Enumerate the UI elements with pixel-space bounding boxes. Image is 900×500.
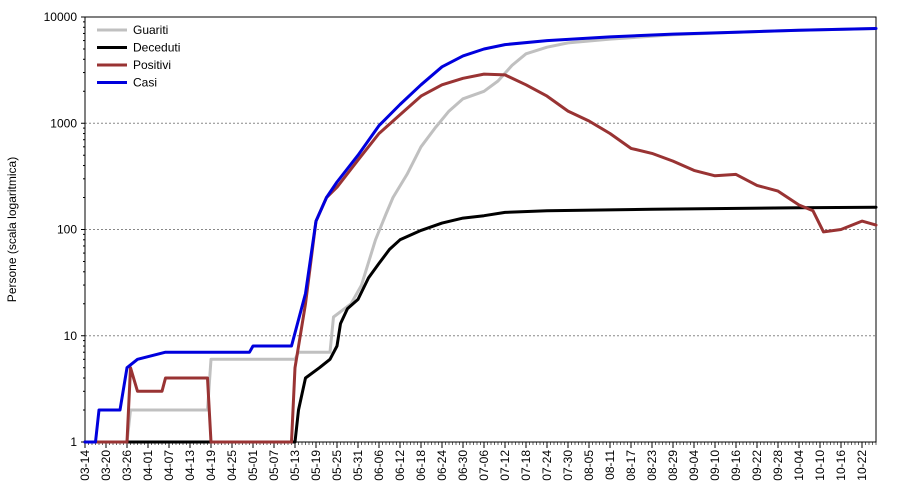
x-tick-label: 05-01 [246, 450, 260, 481]
x-tick-label: 04-01 [141, 450, 155, 481]
series-line-deceduti [83, 205, 878, 444]
x-tick-label: 09-28 [771, 450, 785, 481]
x-tick-label: 06-12 [393, 450, 407, 481]
x-tick-label: 04-13 [183, 450, 197, 481]
legend-label-deceduti: Deceduti [133, 41, 180, 55]
series-line-guariti [83, 27, 878, 444]
x-tick-label: 05-13 [288, 450, 302, 481]
x-tick-label: 06-06 [372, 450, 386, 481]
x-tick-label: 09-10 [708, 450, 722, 481]
x-tick-label: 07-12 [498, 450, 512, 481]
x-tick-label: 10-22 [855, 450, 869, 481]
x-tick-label: 04-07 [162, 450, 176, 481]
x-tick-label: 04-19 [204, 450, 218, 481]
legend-label-guariti: Guariti [133, 23, 168, 37]
x-tick-label: 04-25 [225, 450, 239, 481]
y-tick-label: 1 [70, 435, 77, 449]
x-tick-label: 08-05 [582, 450, 596, 481]
x-tick-label: 05-31 [351, 450, 365, 481]
series-line-casi [83, 27, 878, 444]
x-tick-label: 08-29 [666, 450, 680, 481]
x-tick-label: 10-04 [792, 450, 806, 481]
x-tick-label: 06-30 [456, 450, 470, 481]
legend-label-casi: Casi [133, 76, 157, 90]
y-tick-label: 1000 [50, 116, 77, 130]
series-line-positivi [83, 72, 878, 444]
x-tick-label: 05-19 [309, 450, 323, 481]
x-tick-label: 08-11 [603, 450, 617, 480]
y-tick-label: 10000 [44, 10, 78, 24]
legend-label-positivi: Positivi [133, 58, 171, 72]
x-tick-label: 07-18 [519, 450, 533, 481]
axes: 1 10 100 1000 10000 03-14 03-20 03-26 04-01 04-07… [44, 10, 877, 481]
x-tick-label: 07-24 [540, 450, 554, 481]
y-axis-title: Persone (scala logaritmica) [5, 157, 19, 302]
x-tick-label: 03-14 [78, 450, 92, 481]
x-tick-label: 08-23 [645, 450, 659, 481]
x-tick-label: 07-06 [477, 450, 491, 481]
x-tick-label: 09-16 [729, 450, 743, 481]
x-tick-label: 08-17 [624, 450, 638, 481]
x-tick-label: 09-22 [750, 450, 764, 481]
x-tick-label: 07-30 [561, 450, 575, 481]
x-tick-label: 10-10 [813, 450, 827, 481]
x-tick-label: 05-25 [330, 450, 344, 481]
x-tick-label: 09-04 [687, 450, 701, 481]
x-tick-label: 03-20 [99, 450, 113, 481]
y-tick-label: 10 [64, 329, 78, 343]
series-lines [83, 27, 878, 444]
x-tick-label: 06-24 [435, 450, 449, 481]
grid-lines [85, 16, 876, 337]
y-tick-label: 100 [57, 223, 77, 237]
x-tick-label: 10-16 [834, 450, 848, 481]
x-tick-label: 06-18 [414, 450, 428, 481]
x-tick-label: 03-26 [120, 450, 134, 481]
legend: Guariti Deceduti Positivi Casi [97, 23, 180, 90]
x-tick-label: 05-07 [267, 450, 281, 481]
